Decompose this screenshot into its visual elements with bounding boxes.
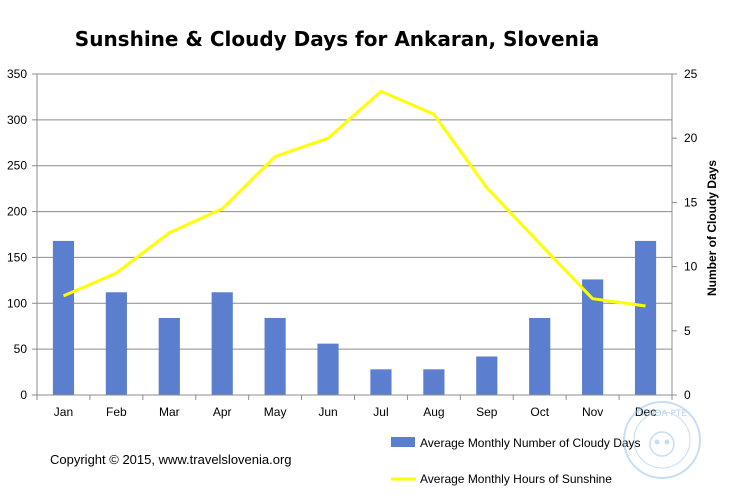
x-tick-label-jan: Jan <box>54 405 73 419</box>
axes <box>32 73 677 400</box>
right-tick-label-15: 15 <box>684 195 698 209</box>
gridlines <box>37 73 672 396</box>
bar-aug <box>423 369 445 395</box>
right-tick-label-5: 5 <box>684 324 691 338</box>
x-tick-label-jul: Jul <box>373 405 388 419</box>
legend-line-label: Average Monthly Hours of Sunshine <box>420 472 612 486</box>
watermark-inner-circle <box>633 411 691 469</box>
watermark-panda-eye-left-icon <box>654 439 660 445</box>
legend-bar-label: Average Monthly Number of Cloudy Days <box>420 436 641 450</box>
left-tick-label-200: 200 <box>7 205 27 219</box>
left-tick-label-0: 0 <box>20 388 27 402</box>
bar-oct <box>529 317 551 395</box>
legend: Average Monthly Number of Cloudy Days Av… <box>391 436 641 486</box>
bar-mar <box>158 317 180 395</box>
bar-jul <box>370 369 392 395</box>
bar-dec <box>634 240 657 395</box>
x-tick-label-sep: Sep <box>476 405 498 419</box>
left-axis-ticks: 0 50 100 150 200 250 300 350 <box>7 67 27 402</box>
bar-jun <box>317 343 339 395</box>
right-tick-label-20: 20 <box>684 131 698 145</box>
left-tick-label-300: 300 <box>7 113 27 127</box>
watermark-circle <box>623 401 701 479</box>
bar-apr <box>211 292 233 395</box>
left-tick-label-100: 100 <box>7 296 27 310</box>
sunshine-line-path <box>62 89 646 308</box>
watermark-logo: PANDA PTE <box>623 401 701 479</box>
bar-feb <box>105 292 127 395</box>
x-tick-label-may: May <box>264 405 287 419</box>
cloudy-days-bars <box>52 240 657 395</box>
x-tick-label-aug: Aug <box>423 405 444 419</box>
watermark-panda-eye-right-icon <box>664 439 670 445</box>
x-tick-label-jun: Jun <box>318 405 337 419</box>
right-tick-label-25: 25 <box>684 67 698 81</box>
x-axis-ticks: Jan Feb Mar Apr May Jun Jul Aug Sep Oct Nov Dec <box>54 405 656 419</box>
right-axis-ticks: 0 5 10 15 20 25 <box>684 67 698 402</box>
right-tick-label-10: 10 <box>684 260 698 274</box>
x-tick-label-mar: Mar <box>159 405 180 419</box>
copyright-text: Copyright © 2015, www.travelslovenia.org <box>50 452 292 467</box>
legend-bar-swatch <box>391 437 415 447</box>
chart-title: Sunshine & Cloudy Days for Ankaran, Slov… <box>75 27 599 51</box>
left-tick-label-350: 350 <box>7 67 27 81</box>
x-tick-label-oct: Oct <box>530 405 549 419</box>
bar-may <box>264 317 286 395</box>
right-tick-label-0: 0 <box>684 388 691 402</box>
bar-nov <box>582 279 604 395</box>
left-tick-label-150: 150 <box>7 250 27 264</box>
bar-jan <box>52 240 75 395</box>
x-tick-label-nov: Nov <box>582 405 603 419</box>
x-tick-label-feb: Feb <box>106 405 127 419</box>
left-tick-label-50: 50 <box>14 342 28 356</box>
watermark-panda-face-icon <box>649 431 675 457</box>
watermark-text: PANDA PTE <box>637 409 687 419</box>
x-tick-label-apr: Apr <box>213 405 232 419</box>
sunshine-line <box>62 89 646 308</box>
bar-sep <box>476 356 498 395</box>
left-tick-label-250: 250 <box>7 159 27 173</box>
right-axis-title: Number of Cloudy Days <box>705 160 719 296</box>
